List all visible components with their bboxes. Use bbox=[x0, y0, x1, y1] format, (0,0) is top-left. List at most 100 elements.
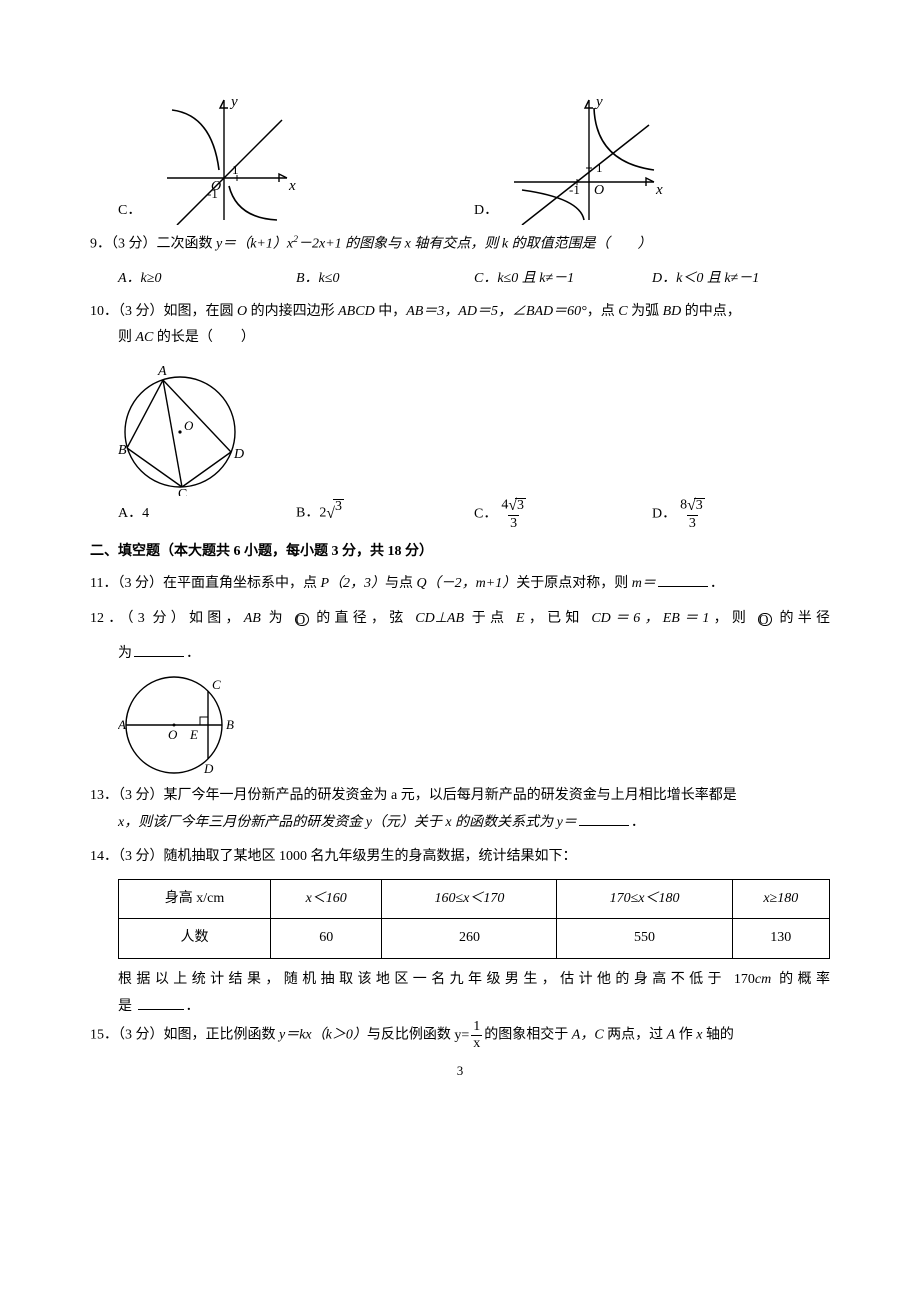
q9-options: A．k≥0 B．k≤0 C．k≤0 且 k≠－1 D．k＜0 且 k≠－1 bbox=[118, 266, 830, 293]
svg-text:x: x bbox=[655, 182, 663, 198]
svg-text:y: y bbox=[229, 94, 238, 110]
q10-ab: AB＝3，AD＝5，∠BAD＝60° bbox=[406, 304, 587, 319]
q12-line2: 为． bbox=[118, 641, 830, 668]
q10-opt-b: B．2√3 bbox=[296, 499, 474, 529]
q10-2a: 则 bbox=[118, 330, 136, 345]
q15-a: 15．（3 分）如图，正比例函数 bbox=[90, 1028, 279, 1043]
q10-1b: 的内接四边形 bbox=[247, 304, 338, 319]
q10-1d: ，点 bbox=[587, 304, 619, 319]
q12-1f: ，则 bbox=[709, 611, 758, 626]
th-0: 身高 x/cm bbox=[119, 879, 271, 919]
val-3: 130 bbox=[732, 919, 829, 959]
q13-end: ． bbox=[631, 815, 645, 830]
th-4: x≥180 bbox=[732, 879, 829, 919]
q12-1b: 为 bbox=[261, 611, 295, 626]
q12-1e: ，已知 bbox=[525, 611, 592, 626]
svg-text:C: C bbox=[178, 487, 187, 496]
q14-tail1: 根据以上统计结果，随机抽取该地区一名九年级男生，估计他的身高不低于 170cm … bbox=[118, 967, 830, 994]
q12-1d: 于点 bbox=[464, 611, 516, 626]
q10-bd: BD bbox=[663, 304, 682, 319]
q10-figure: A B D C O bbox=[118, 360, 830, 496]
q11-blank[interactable] bbox=[658, 573, 708, 587]
question-9: 9．（3 分）二次函数 y＝（k+1）x2－2x+1 的图象与 x 轴有交点，则… bbox=[90, 231, 830, 258]
q15-f: 轴的 bbox=[702, 1028, 734, 1043]
q15-fn1: y＝kx（k＞0） bbox=[279, 1028, 367, 1043]
circle-o-icon: O bbox=[295, 613, 309, 627]
q12-blank[interactable] bbox=[134, 643, 184, 657]
q9-opt-c: C．k≤0 且 k≠－1 bbox=[474, 266, 652, 293]
svg-text:O: O bbox=[184, 418, 194, 433]
q10-1f: 的中点， bbox=[681, 304, 741, 319]
q12-cd6: CD＝6，EB＝1 bbox=[591, 611, 709, 626]
q10-opt-c: C．4√33 bbox=[474, 498, 652, 531]
q9-opt-b: B．k≤0 bbox=[296, 266, 474, 293]
q10-1a: 10．（3 分）如图，在圆 bbox=[90, 304, 237, 319]
q10-opt-d: D．8√33 bbox=[652, 498, 830, 531]
q10-options: A．4 B．2√3 C．4√33 D．8√33 bbox=[118, 498, 830, 531]
q15-b: 与反比例函数 bbox=[367, 1028, 455, 1043]
val-2: 550 bbox=[557, 919, 732, 959]
q10-abcd: ABCD bbox=[338, 304, 375, 319]
row-label: 人数 bbox=[119, 919, 271, 959]
svg-text:O: O bbox=[168, 727, 178, 742]
q13-blank[interactable] bbox=[579, 812, 629, 826]
q9-opt-d: D．k＜0 且 k≠－1 bbox=[652, 266, 830, 293]
q11-end: ． bbox=[710, 576, 724, 591]
q8-option-c: C． x y O 1 -1 bbox=[118, 90, 474, 225]
q15-A: A bbox=[667, 1028, 676, 1043]
svg-text:A: A bbox=[157, 364, 167, 379]
q12-e: E bbox=[516, 611, 525, 626]
th-2: 160≤x＜170 bbox=[382, 879, 557, 919]
q12-cd: CD⊥AB bbox=[415, 611, 464, 626]
q13-l2: x，则该厂今年三月份新产品的研发资金 y（元）关于 x 的函数关系式为 y＝ bbox=[118, 815, 577, 830]
q10-o: O bbox=[237, 304, 247, 319]
q8-option-d: D． x y O 1 -1 bbox=[474, 90, 830, 225]
svg-text:B: B bbox=[226, 717, 234, 732]
svg-text:E: E bbox=[189, 727, 198, 742]
q15-c: 的图象相交于 bbox=[484, 1028, 572, 1043]
q9-fn2: －2x+1 的图象与 x 轴有交点，则 k 的取值范围是（ ） bbox=[298, 237, 652, 252]
val-0: 60 bbox=[270, 919, 381, 959]
q9-opt-a: A．k≥0 bbox=[118, 266, 296, 293]
q10-ac: AC bbox=[136, 330, 154, 345]
q14-blank[interactable] bbox=[138, 996, 184, 1010]
q10-2b: 的长是（ ） bbox=[153, 330, 255, 345]
q10-1c: 中， bbox=[375, 304, 407, 319]
q14-table-wrap: 身高 x/cm x＜160 160≤x＜170 170≤x＜180 x≥180 … bbox=[118, 879, 830, 959]
q11-a: 11．（3 分）在平面直角坐标系中，点 bbox=[90, 576, 320, 591]
opt-d-label: D． bbox=[474, 198, 498, 225]
val-1: 260 bbox=[382, 919, 557, 959]
question-14: 14．（3 分）随机抽取了某地区 1000 名九年级男生的身高数据，统计结果如下… bbox=[90, 844, 830, 871]
svg-text:B: B bbox=[118, 443, 127, 458]
q15-frac: y=1x bbox=[454, 1028, 484, 1043]
q8-options-cd: C． x y O 1 -1 bbox=[118, 90, 830, 225]
q11-m: m＝ bbox=[632, 576, 656, 591]
svg-text:y: y bbox=[594, 94, 603, 110]
q15-d: 两点，过 bbox=[604, 1028, 667, 1043]
question-10: 10．（3 分）如图，在圆 O 的内接四边形 ABCD 中，AB＝3，AD＝5，… bbox=[90, 299, 830, 352]
circle-o-icon-2: O bbox=[758, 613, 772, 627]
q14-intro: 14．（3 分）随机抽取了某地区 1000 名九年级男生的身高数据，统计结果如下… bbox=[90, 849, 577, 864]
question-11: 11．（3 分）在平面直角坐标系中，点 P（2，3）与点 Q（－2，m+1）关于… bbox=[90, 571, 830, 598]
q14-tail2: 是 ． bbox=[118, 994, 830, 1021]
th-3: 170≤x＜180 bbox=[557, 879, 732, 919]
section-2-heading: 二、填空题（本大题共 6 小题，每小题 3 分，共 18 分） bbox=[90, 539, 830, 566]
q12-ab: AB bbox=[244, 611, 261, 626]
question-15: 15．（3 分）如图，正比例函数 y＝kx（k＞0）与反比例函数 y=1x的图象… bbox=[90, 1020, 830, 1051]
table-row: 身高 x/cm x＜160 160≤x＜170 170≤x＜180 x≥180 bbox=[119, 879, 830, 919]
svg-text:D: D bbox=[203, 761, 214, 776]
table-row: 人数 60 260 550 130 bbox=[119, 919, 830, 959]
q12-1c: 的直径，弦 bbox=[309, 611, 416, 626]
q10-c: C bbox=[618, 304, 627, 319]
svg-text:D: D bbox=[233, 447, 244, 462]
q12-1g: 的半径 bbox=[772, 611, 830, 626]
q9-text: 9．（3 分）二次函数 bbox=[90, 237, 216, 252]
svg-text:O: O bbox=[594, 183, 604, 198]
th-1: x＜160 bbox=[270, 879, 381, 919]
svg-text:x: x bbox=[288, 178, 296, 194]
question-12: 12．（3 分）如图，AB 为 O 的直径，弦 CD⊥AB 于点 E，已知 CD… bbox=[90, 606, 830, 633]
q12-figure: A B C D O E bbox=[118, 667, 830, 783]
q10-1e: 为弧 bbox=[628, 304, 663, 319]
q9-fn1: y＝（k+1）x bbox=[216, 237, 293, 252]
question-13: 13．（3 分）某厂今年一月份新产品的研发资金为 a 元，以后每月新产品的研发资… bbox=[90, 783, 830, 836]
